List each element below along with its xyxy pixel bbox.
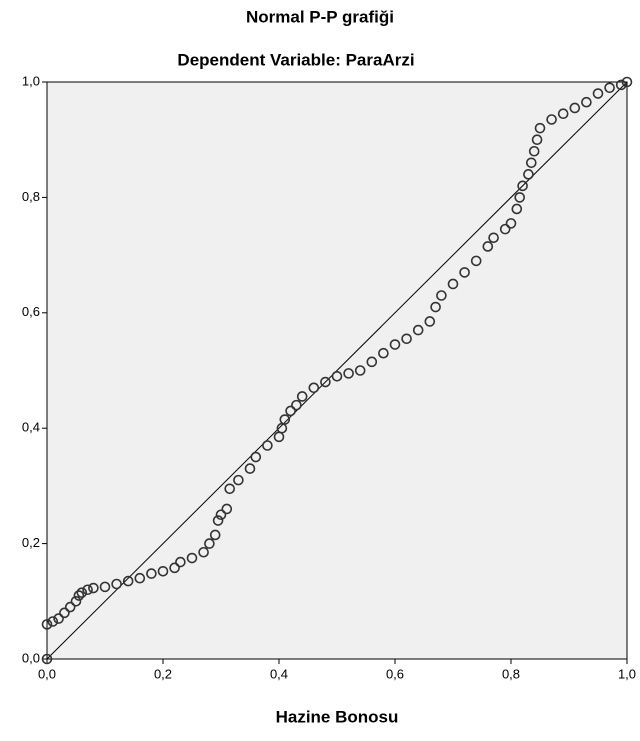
point bbox=[557, 108, 569, 120]
point bbox=[53, 613, 64, 624]
point bbox=[447, 278, 459, 290]
point bbox=[134, 572, 146, 584]
point bbox=[41, 619, 53, 630]
point bbox=[99, 581, 111, 593]
x-tick-label: 0,0 bbox=[38, 666, 56, 681]
y-tick-label: 1,0 bbox=[22, 73, 40, 88]
point bbox=[528, 145, 540, 157]
point bbox=[279, 414, 291, 425]
point bbox=[233, 474, 244, 486]
point bbox=[505, 218, 517, 229]
point bbox=[488, 232, 499, 244]
point bbox=[215, 509, 227, 521]
point bbox=[244, 463, 256, 474]
point bbox=[424, 316, 436, 327]
point bbox=[343, 368, 354, 379]
y-tick-label: 0,8 bbox=[22, 189, 40, 204]
point bbox=[224, 483, 235, 495]
point bbox=[531, 134, 543, 145]
point bbox=[430, 301, 441, 313]
point bbox=[511, 203, 523, 215]
point bbox=[88, 582, 99, 594]
point bbox=[470, 255, 482, 267]
point bbox=[41, 653, 53, 665]
point bbox=[592, 88, 604, 99]
point bbox=[331, 370, 343, 382]
point bbox=[581, 96, 592, 108]
point bbox=[157, 565, 169, 577]
point bbox=[47, 616, 59, 627]
x-tick-label: 1,0 bbox=[618, 666, 636, 681]
x-tick-label: 0,6 bbox=[386, 666, 404, 681]
point bbox=[111, 578, 122, 590]
x-tick-label: 0,4 bbox=[270, 666, 288, 681]
point bbox=[82, 584, 93, 596]
y-tick-label: 0,0 bbox=[22, 650, 40, 665]
point bbox=[514, 192, 526, 203]
point bbox=[615, 79, 627, 91]
point bbox=[412, 324, 424, 336]
point bbox=[320, 376, 331, 388]
point bbox=[250, 451, 262, 463]
point bbox=[436, 290, 447, 301]
point bbox=[517, 180, 528, 192]
point bbox=[70, 595, 82, 607]
x-tick-label: 0,8 bbox=[502, 666, 520, 681]
point bbox=[401, 333, 412, 345]
y-tick-label: 0,2 bbox=[22, 535, 40, 550]
point bbox=[291, 399, 302, 411]
point bbox=[146, 568, 157, 579]
point bbox=[198, 546, 209, 558]
point bbox=[523, 169, 534, 180]
point bbox=[546, 114, 557, 125]
point bbox=[366, 356, 378, 368]
point bbox=[621, 76, 633, 88]
chart-subtitle: Dependent Variable: ParaArzi bbox=[177, 50, 414, 69]
point bbox=[378, 347, 389, 359]
point bbox=[76, 587, 88, 598]
point bbox=[209, 529, 221, 541]
point bbox=[389, 339, 401, 350]
point bbox=[525, 157, 537, 169]
point bbox=[569, 102, 581, 114]
point bbox=[64, 601, 76, 613]
point bbox=[499, 223, 511, 235]
chart-title: Normal P-P grafiği bbox=[246, 7, 394, 26]
y-tick-label: 0,4 bbox=[22, 420, 40, 435]
point bbox=[212, 515, 224, 526]
point bbox=[262, 440, 273, 451]
y-tick-label: 0,6 bbox=[22, 304, 40, 319]
point bbox=[59, 607, 70, 619]
point bbox=[354, 365, 366, 376]
point bbox=[122, 575, 134, 587]
point bbox=[534, 122, 546, 134]
x-tick-label: 0,2 bbox=[154, 666, 172, 681]
point bbox=[204, 538, 215, 549]
x-axis-label: Hazine Bonosu bbox=[276, 707, 399, 726]
point bbox=[221, 503, 233, 515]
point bbox=[285, 405, 296, 417]
point bbox=[296, 391, 308, 402]
point bbox=[482, 241, 494, 252]
point bbox=[186, 552, 198, 564]
point bbox=[459, 267, 470, 278]
point bbox=[604, 82, 615, 94]
point bbox=[175, 556, 186, 568]
point bbox=[169, 562, 180, 574]
point bbox=[73, 590, 85, 601]
point bbox=[308, 382, 320, 394]
